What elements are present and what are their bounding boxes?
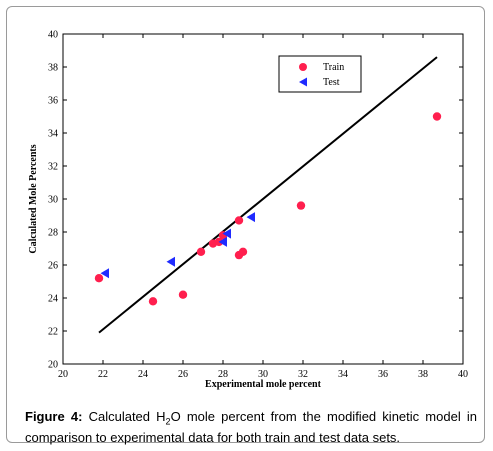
fit-line: [98, 56, 438, 334]
y-tick-label: 22: [48, 327, 58, 338]
x-tick-label: 26: [178, 369, 188, 380]
caption-subscript: 2: [165, 416, 171, 427]
legend-box: [278, 55, 362, 93]
legend-train-label: Train: [323, 62, 344, 73]
x-tick-label: 40: [458, 369, 468, 380]
test-point: [246, 212, 255, 223]
x-tick-label: 32: [298, 369, 308, 380]
x-tick-label: 24: [138, 369, 148, 380]
x-tick-label: 38: [418, 369, 428, 380]
caption-label: Figure 4:: [25, 409, 83, 424]
y-tick-label: 36: [48, 96, 58, 107]
y-tick-label: 38: [48, 63, 58, 74]
train-point: [432, 112, 442, 121]
y-tick-label: 40: [48, 30, 58, 41]
x-tick-label: 28: [218, 369, 228, 380]
train-point: [238, 247, 248, 256]
y-tick-label: 34: [48, 129, 58, 140]
legend-train-marker: [299, 63, 307, 71]
legend-test-label: Test: [323, 77, 340, 88]
figure-frame: 20 22 24 26 28 30 32 34 36 38 40 20 22 24 26 28 30 32 34 36…: [6, 6, 485, 446]
data-points: [94, 112, 442, 306]
train-point: [178, 290, 188, 299]
x-tick-label: 34: [338, 369, 348, 380]
y-tick-label: 32: [48, 162, 58, 173]
test-point: [218, 236, 227, 247]
test-point: [222, 228, 231, 239]
train-point: [148, 297, 158, 306]
y-tick-label: 26: [48, 261, 58, 272]
figure-caption: Figure 4: Calculated H2O mole percent fr…: [25, 409, 477, 446]
fit-line-group: [98, 56, 438, 334]
x-axis-label: Experimental mole percent: [205, 379, 322, 390]
y-tick-label: 24: [48, 294, 58, 305]
y-tick-label: 20: [48, 360, 58, 371]
test-point: [100, 268, 109, 279]
caption-text-before: Calculated H: [82, 409, 166, 424]
train-point: [234, 216, 244, 225]
x-tick-label: 30: [258, 369, 268, 380]
caption-text-after: O mole percent from the modified kinetic…: [25, 409, 477, 445]
x-tick-label: 20: [58, 369, 68, 380]
legend-test-marker: [299, 77, 307, 87]
axis-ticks: 20 22 24 26 28 30 32 34 36 38 40 20 22 24 26 28 30 32 34 36…: [48, 30, 468, 381]
y-tick-label: 30: [48, 195, 58, 206]
train-point: [296, 201, 306, 210]
y-axis-label: Calculated Mole Percents: [28, 144, 39, 253]
x-tick-label: 22: [98, 369, 108, 380]
train-point: [94, 274, 104, 283]
legend: Train Test: [278, 55, 362, 93]
test-point: [166, 256, 175, 267]
scatter-plot: 20 22 24 26 28 30 32 34 36 38 40 20 22 24 26 28 30 32 34 36…: [28, 30, 468, 391]
x-tick-label: 36: [378, 369, 388, 380]
y-tick-label: 28: [48, 228, 58, 239]
train-point: [196, 247, 206, 256]
